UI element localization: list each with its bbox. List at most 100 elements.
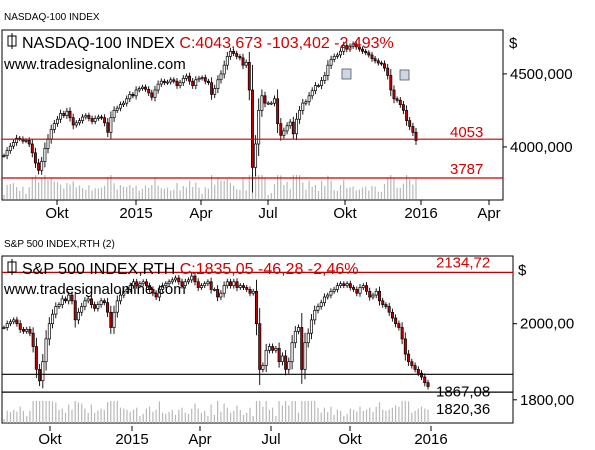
candle-body — [398, 99, 402, 105]
panel2-frame — [1, 255, 514, 424]
volume-bar — [246, 412, 248, 423]
volume-bar — [272, 407, 274, 423]
candle-body — [266, 102, 270, 105]
candle-body — [2, 327, 6, 329]
volume-bar — [302, 182, 304, 199]
candle-body — [128, 94, 132, 100]
panel2-currency-symbol: $ — [518, 262, 527, 279]
volume-bar — [382, 409, 384, 423]
volume-bar — [273, 184, 276, 199]
panel1-levels: 4053 3787 — [2, 124, 503, 179]
volume-bar — [378, 402, 381, 423]
candle-body — [273, 98, 276, 104]
candle-body — [394, 317, 398, 325]
volume-bar — [387, 177, 389, 199]
volume-bar — [427, 409, 429, 423]
volume-bar — [330, 180, 332, 199]
x-tick-label: Apr — [477, 205, 500, 222]
volume-bar — [292, 175, 294, 199]
volume-bar — [214, 184, 216, 199]
candle-body — [153, 89, 157, 98]
candle-body — [159, 80, 163, 85]
volume-bar — [179, 190, 181, 199]
volume-bar — [12, 183, 14, 199]
candle-body — [228, 50, 232, 57]
candle-body — [147, 88, 151, 94]
volume-bar — [97, 410, 99, 423]
volume-bar — [22, 410, 24, 423]
candle-body — [73, 300, 77, 321]
volume-bar — [265, 401, 267, 423]
candle-body — [199, 285, 203, 288]
volume-bar — [374, 186, 376, 199]
candle-body — [279, 123, 283, 136]
volume-bar — [181, 407, 183, 423]
candle-body — [15, 137, 19, 143]
volume-bar — [51, 401, 54, 423]
volume-bar — [255, 401, 258, 423]
x-tick-label: Apr — [189, 205, 212, 222]
candle-body — [174, 277, 178, 281]
volume-bar — [288, 405, 290, 423]
volume-bar — [39, 401, 41, 423]
volume-bar — [129, 411, 131, 423]
volume-bar — [144, 185, 147, 199]
candle-body — [193, 275, 197, 283]
candle-body — [191, 80, 195, 86]
candle-body — [188, 75, 192, 82]
volume-bar — [191, 408, 193, 423]
volume-bar — [305, 189, 307, 199]
volume-bar — [68, 404, 70, 423]
volume-bar — [173, 189, 175, 199]
volume-bar — [56, 182, 59, 199]
volume-bar — [346, 413, 348, 423]
volume-bar — [401, 401, 403, 423]
candle-body — [235, 281, 239, 288]
candle-body — [213, 88, 217, 95]
volume-bar — [194, 403, 196, 423]
volume-bar — [85, 189, 87, 199]
panel1-currency-symbol: $ — [509, 35, 518, 52]
candle-body — [177, 277, 181, 283]
volume-bar — [411, 412, 413, 423]
volume-bar — [90, 404, 92, 423]
candle-body — [285, 125, 289, 132]
candle-body — [339, 283, 343, 286]
volume-bar — [25, 193, 27, 199]
candle-body — [115, 107, 119, 111]
volume-bar — [53, 181, 55, 199]
volume-bar — [110, 401, 112, 423]
volume-bar — [239, 189, 241, 199]
candle-body — [260, 95, 264, 111]
candle-body — [100, 116, 103, 119]
candle-body — [229, 281, 233, 286]
candle-body — [24, 140, 28, 142]
candle-body — [81, 116, 85, 121]
volume-bar — [314, 401, 316, 423]
volume-bar — [415, 178, 417, 199]
candle-body — [138, 283, 142, 286]
candle-body — [251, 290, 255, 294]
volume-bar — [145, 408, 147, 423]
candle-body — [248, 289, 252, 294]
candle-body — [21, 329, 25, 332]
volume-bar — [317, 407, 319, 423]
candle-body — [405, 110, 409, 121]
volume-bar — [369, 407, 371, 423]
candle-body — [119, 294, 123, 302]
volume-bar — [349, 187, 351, 199]
volume-bar — [255, 175, 257, 199]
volume-bar — [204, 410, 206, 423]
candle-body — [301, 102, 305, 111]
candle-body — [157, 289, 161, 298]
volume-bar — [107, 402, 109, 423]
candle-body — [258, 323, 262, 370]
candle-body — [18, 323, 22, 330]
candle-body — [261, 365, 265, 370]
level-label: 3787 — [450, 161, 483, 178]
candle-body — [238, 285, 242, 288]
candle-body — [244, 61, 248, 66]
candle-body — [87, 115, 91, 119]
volume-bar — [174, 414, 177, 423]
